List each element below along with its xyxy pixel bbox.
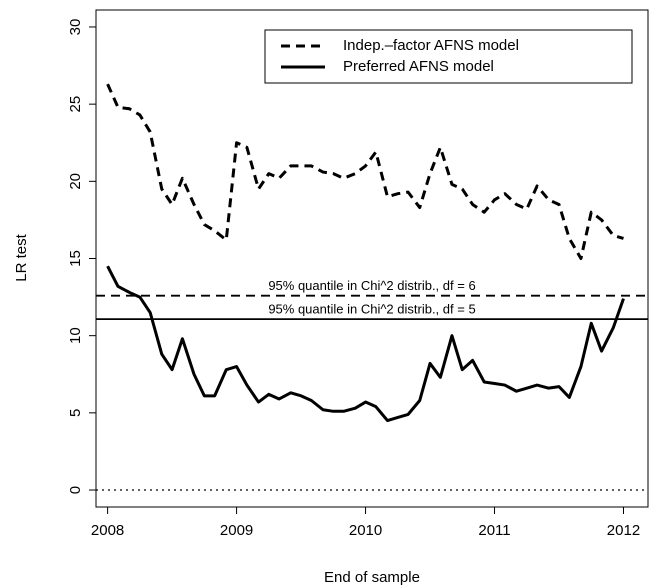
x-tick-label: 2010	[349, 522, 382, 539]
legend-label: Indep.–factor AFNS model	[343, 37, 519, 54]
x-axis-label: End of sample	[324, 569, 420, 586]
legend-box	[264, 29, 633, 84]
y-axis-label: LR test	[13, 233, 30, 281]
legend-label: Preferred AFNS model	[343, 58, 494, 75]
y-tick-label: 0	[67, 486, 84, 494]
y-tick-label: 25	[67, 96, 84, 113]
reference-label: 95% quantile in Chi^2 distrib., df = 5	[268, 302, 475, 317]
y-tick-label: 30	[67, 19, 84, 36]
y-tick-label: 5	[67, 409, 84, 417]
y-tick-label: 20	[67, 173, 84, 190]
legend: Indep.–factor AFNS model Preferred AFNS m…	[264, 29, 633, 84]
y-tick-label: 10	[67, 327, 84, 344]
x-tick-label: 2009	[220, 522, 253, 539]
plot-box	[95, 9, 649, 508]
x-tick-label: 2011	[478, 522, 510, 539]
x-tick-label: 2008	[91, 522, 124, 539]
reference-label: 95% quantile in Chi^2 distrib., df = 6	[268, 278, 475, 293]
y-tick-label: 15	[67, 250, 84, 267]
x-tick-label: 2012	[607, 522, 640, 539]
series-line	[106, 265, 625, 423]
series-line	[106, 83, 624, 260]
